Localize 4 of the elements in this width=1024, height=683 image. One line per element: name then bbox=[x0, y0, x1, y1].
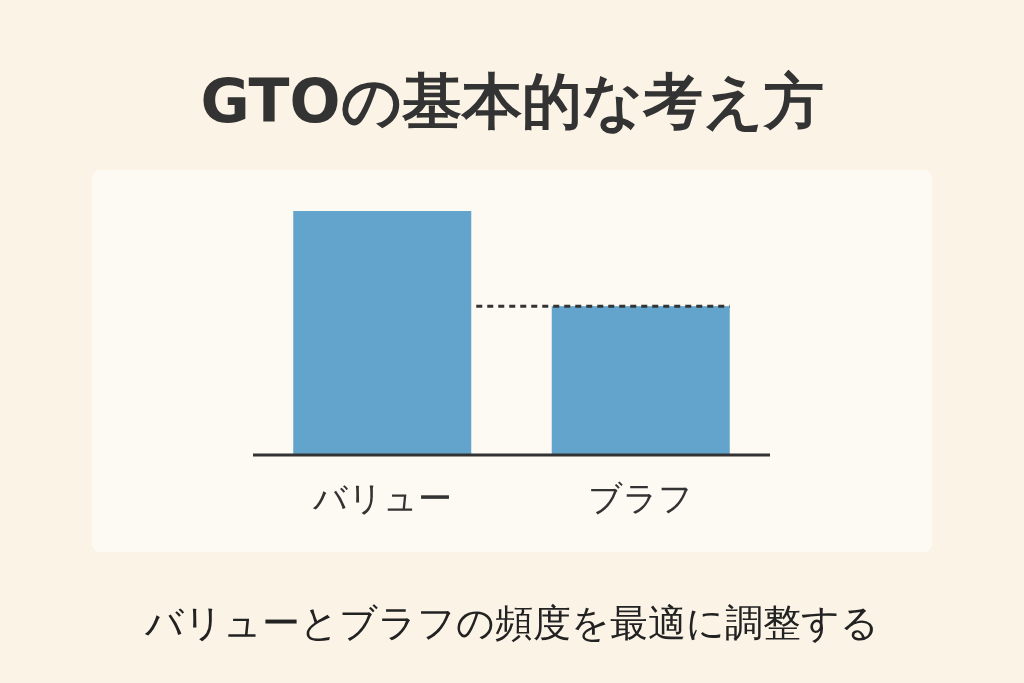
x-tick-label: バリュー bbox=[311, 478, 452, 518]
chart-title: GTOの基本的な考え方 bbox=[200, 66, 824, 136]
text: バリューとブラフの頻度を最適に調整する bbox=[144, 601, 879, 645]
x-tick-label: ブラフ bbox=[588, 478, 694, 518]
